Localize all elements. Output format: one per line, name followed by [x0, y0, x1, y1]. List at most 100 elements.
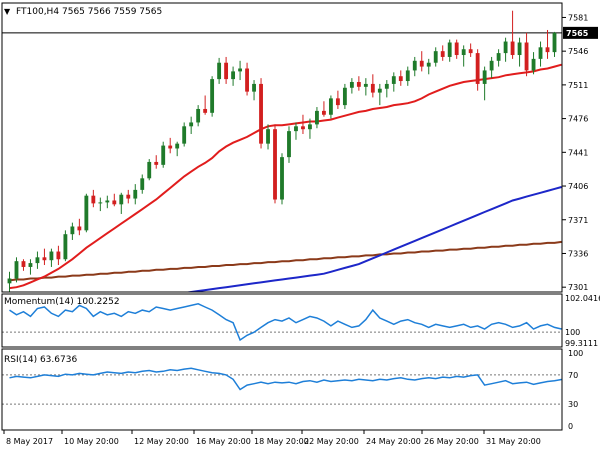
candle-body — [377, 88, 382, 93]
candle-body — [496, 53, 501, 61]
candle-body — [468, 49, 473, 54]
candle-body — [98, 202, 103, 204]
momentum-tick-label: 99.3111 — [565, 339, 598, 348]
candle-body — [531, 58, 536, 71]
candle-body — [287, 131, 291, 158]
candle-body — [315, 110, 319, 125]
candle-body — [210, 79, 215, 113]
candle-body — [154, 161, 159, 165]
x-tick-label: 24 May 20:00 — [366, 437, 421, 446]
ohlc-label: 7565 7566 7559 7565 — [62, 7, 162, 17]
candle-body — [28, 263, 33, 267]
candle-body — [168, 145, 173, 149]
candle-body — [356, 81, 361, 87]
candle-body — [63, 234, 68, 260]
price-panel: 7301 7336 7371 7406 7441 7476 7511 7546 7581 7565 — [2, 10, 598, 292]
y-tick-label: 7371 — [568, 216, 588, 225]
candle-body — [273, 129, 277, 200]
candle-body — [349, 81, 354, 88]
current-price-box — [563, 26, 598, 39]
y-tick-label: 7441 — [568, 148, 588, 157]
candle-body — [175, 143, 180, 149]
candle-body — [308, 124, 312, 130]
y-tick-label: 7546 — [568, 47, 588, 56]
candle-body — [322, 110, 326, 115]
candle-body — [370, 83, 375, 93]
candle-body — [21, 261, 26, 267]
candle-body — [259, 83, 263, 144]
candle-body — [301, 126, 305, 130]
rsi-tick-label: 30 — [568, 400, 578, 409]
candle-body — [342, 87, 347, 106]
candle-body — [384, 83, 389, 89]
sma20-line — [9, 63, 562, 290]
candle-body — [426, 62, 431, 67]
candle-body — [84, 195, 89, 231]
candle-body — [245, 68, 249, 92]
current-price-label: 7565 — [566, 29, 589, 38]
momentum-panel: 102.0416 100 99.3111 — [2, 294, 600, 348]
candle-body — [49, 251, 54, 261]
panel-border — [1, 2, 563, 293]
rsi-tick-label: 0 — [568, 422, 573, 431]
rsi-label: RSI(14) 63.6736 — [4, 355, 77, 365]
y-tick-label: 7581 — [568, 13, 588, 22]
moving-averages — [9, 63, 562, 292]
candle-body — [538, 47, 543, 59]
x-tick-label: 26 May 20:00 — [424, 437, 479, 446]
candle-body — [266, 129, 270, 144]
momentum-label: Momentum(14) 100.2252 — [4, 297, 120, 307]
time-axis: 8 May 2017 10 May 20:00 12 May 20:00 16 May… — [3, 430, 541, 446]
candle-body — [433, 51, 438, 63]
x-tick-label: 16 May 20:00 — [196, 437, 251, 446]
candle-body — [119, 194, 124, 205]
momentum-tick-label: 102.0416 — [565, 294, 600, 303]
candle-body — [510, 41, 515, 56]
candle-body — [482, 70, 487, 84]
candle-body — [77, 226, 82, 231]
candle-body — [56, 251, 61, 260]
candle-body — [133, 189, 138, 199]
candle-body — [280, 157, 284, 200]
candle-body — [203, 108, 208, 113]
sma100-line — [184, 186, 562, 292]
candle-body — [42, 257, 47, 261]
candle-body — [419, 60, 424, 67]
candle-body — [196, 108, 201, 123]
panel-border — [1, 348, 563, 431]
candle-body — [461, 49, 466, 56]
candle-body — [126, 194, 131, 199]
panel-border — [1, 293, 563, 348]
candle-body — [363, 83, 368, 87]
candle-body — [398, 76, 403, 82]
candle-body — [105, 200, 110, 203]
candle-body — [294, 126, 298, 132]
candle-body — [182, 126, 187, 144]
candle-body — [517, 42, 522, 56]
candle-body — [161, 145, 166, 165]
candle-body — [147, 161, 152, 179]
x-tick-label: 10 May 20:00 — [64, 437, 119, 446]
candle-body — [335, 98, 340, 106]
x-tick-label: 12 May 20:00 — [134, 437, 189, 446]
candle-body — [489, 60, 494, 71]
candle-body — [35, 257, 40, 264]
x-tick-label: 22 May 20:00 — [304, 437, 359, 446]
rsi-panel: 100 70 30 0 — [2, 349, 583, 431]
candle-body — [405, 70, 410, 82]
momentum-tick-label: 100 — [565, 328, 580, 337]
y-tick-label: 7511 — [568, 81, 588, 90]
candle-body — [412, 60, 417, 71]
dropdown-triangle-icon[interactable]: ▼ — [4, 7, 11, 16]
y-tick-label: 7336 — [568, 249, 588, 258]
x-tick-label: 18 May 20:00 — [254, 437, 309, 446]
candle-body — [552, 32, 557, 53]
momentum-line — [9, 303, 562, 342]
y-tick-label: 7406 — [568, 182, 588, 191]
candle-body — [231, 71, 236, 80]
candle-body — [112, 200, 117, 205]
candle-body — [238, 68, 242, 72]
symbol-label: FT100,H4 — [16, 7, 59, 17]
